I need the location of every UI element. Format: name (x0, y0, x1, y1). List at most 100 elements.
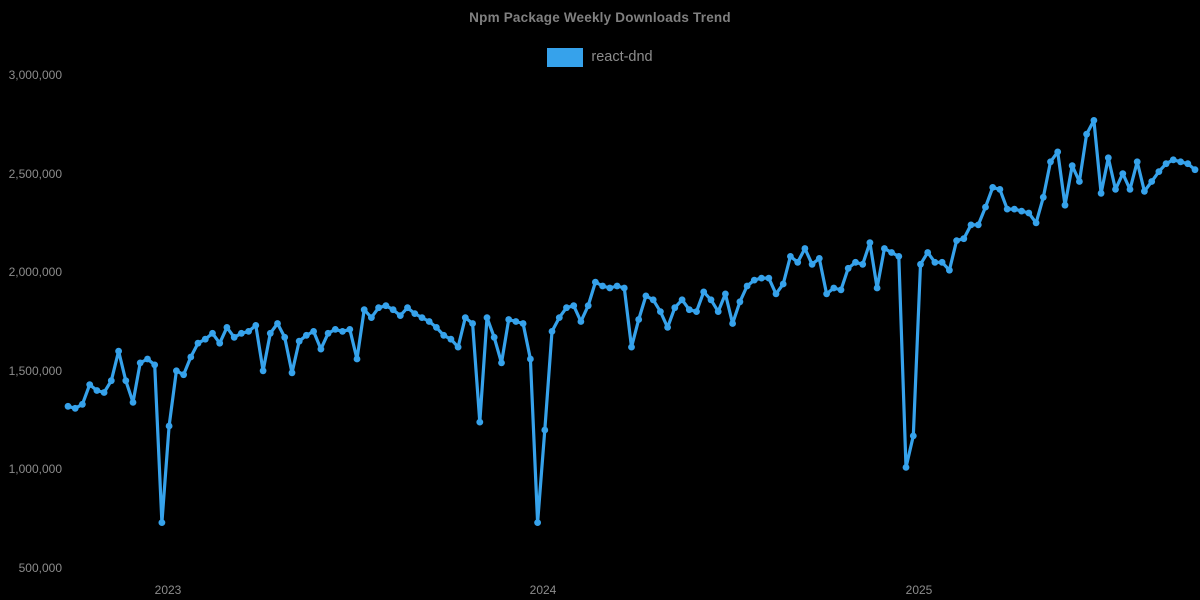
data-point[interactable] (418, 314, 426, 321)
data-point[interactable] (411, 310, 419, 317)
data-point[interactable] (1047, 158, 1054, 166)
data-point[interactable] (852, 258, 859, 266)
data-point[interactable] (425, 318, 433, 325)
data-point[interactable] (527, 355, 534, 363)
data-point[interactable] (1169, 156, 1177, 164)
data-point[interactable] (592, 278, 599, 286)
data-point[interactable] (606, 284, 614, 292)
data-point[interactable] (599, 282, 606, 290)
data-point[interactable] (563, 304, 570, 312)
data-point[interactable] (866, 239, 874, 247)
data-point[interactable] (837, 286, 845, 294)
data-point[interactable] (541, 426, 549, 434)
data-point[interactable] (71, 404, 79, 412)
data-point[interactable] (368, 314, 375, 321)
data-point[interactable] (693, 308, 700, 315)
data-point[interactable] (209, 329, 216, 337)
data-point[interactable] (635, 316, 643, 323)
data-point[interactable] (454, 343, 462, 351)
data-point[interactable] (201, 335, 209, 343)
data-point[interactable] (1191, 166, 1199, 174)
data-point[interactable] (122, 377, 130, 385)
data-point[interactable] (664, 324, 671, 331)
data-point[interactable] (917, 260, 924, 268)
data-point[interactable] (758, 274, 765, 282)
data-point[interactable] (801, 245, 809, 252)
data-point[interactable] (953, 237, 960, 245)
data-point[interactable] (815, 255, 823, 262)
data-point[interactable] (173, 367, 180, 375)
data-point[interactable] (382, 302, 390, 310)
data-point[interactable] (700, 288, 708, 296)
data-point[interactable] (671, 304, 679, 312)
data-point[interactable] (808, 260, 816, 268)
data-point[interactable] (534, 519, 541, 526)
data-point[interactable] (1177, 158, 1184, 166)
data-point[interactable] (194, 339, 202, 347)
data-point[interactable] (86, 381, 94, 388)
data-point[interactable] (180, 371, 188, 379)
data-point[interactable] (823, 290, 830, 298)
data-point[interactable] (772, 290, 780, 298)
data-point[interactable] (642, 292, 650, 300)
data-point[interactable] (230, 333, 238, 341)
data-point[interactable] (288, 369, 296, 377)
data-point[interactable] (649, 296, 657, 304)
data-point[interactable] (274, 320, 281, 327)
data-point[interactable] (433, 324, 440, 331)
data-point[interactable] (1032, 219, 1040, 227)
data-point[interactable] (895, 253, 903, 260)
data-point[interactable] (238, 329, 245, 337)
data-point[interactable] (223, 324, 231, 331)
legend-item-react-dnd[interactable]: react-dnd (547, 47, 653, 67)
data-point[interactable] (722, 290, 729, 298)
data-point[interactable] (844, 264, 852, 272)
data-point[interactable] (938, 258, 946, 266)
data-point[interactable] (144, 355, 151, 363)
data-point[interactable] (245, 328, 253, 335)
data-point[interactable] (620, 284, 628, 292)
data-point[interactable] (765, 274, 773, 282)
data-point[interactable] (331, 326, 339, 333)
data-point[interactable] (888, 249, 895, 256)
data-point[interactable] (1054, 148, 1062, 156)
data-point[interactable] (946, 266, 953, 274)
data-point[interactable] (873, 284, 881, 292)
data-point[interactable] (1011, 205, 1018, 213)
data-point[interactable] (519, 320, 527, 327)
data-point[interactable] (440, 331, 448, 339)
data-point[interactable] (469, 320, 476, 327)
data-point[interactable] (1068, 162, 1076, 170)
data-point[interactable] (129, 399, 137, 406)
data-point[interactable] (982, 203, 989, 211)
data-point[interactable] (1097, 189, 1105, 197)
data-point[interactable] (1155, 168, 1163, 176)
data-point[interactable] (259, 367, 267, 375)
data-point[interactable] (252, 322, 260, 329)
data-point[interactable] (483, 314, 491, 321)
data-point[interactable] (136, 359, 144, 367)
data-point[interactable] (657, 308, 664, 315)
data-point[interactable] (830, 284, 838, 292)
data-point[interactable] (389, 306, 397, 314)
legend-swatch-icon[interactable] (547, 47, 584, 67)
data-point[interactable] (1003, 205, 1011, 213)
data-point[interactable] (317, 345, 325, 353)
data-point[interactable] (346, 326, 354, 333)
data-point[interactable] (324, 329, 332, 337)
data-point[interactable] (678, 296, 686, 304)
data-point[interactable] (1025, 209, 1033, 217)
data-point[interactable] (1083, 130, 1090, 138)
data-point[interactable] (1119, 170, 1127, 178)
data-point[interactable] (555, 314, 563, 321)
data-point[interactable] (303, 331, 310, 339)
data-point[interactable] (577, 318, 585, 325)
data-point[interactable] (476, 418, 484, 426)
data-point[interactable] (989, 184, 997, 191)
data-point[interactable] (714, 308, 722, 315)
data-point[interactable] (64, 402, 72, 410)
data-point[interactable] (79, 400, 86, 408)
data-point[interactable] (729, 320, 736, 327)
data-point[interactable] (107, 377, 115, 385)
